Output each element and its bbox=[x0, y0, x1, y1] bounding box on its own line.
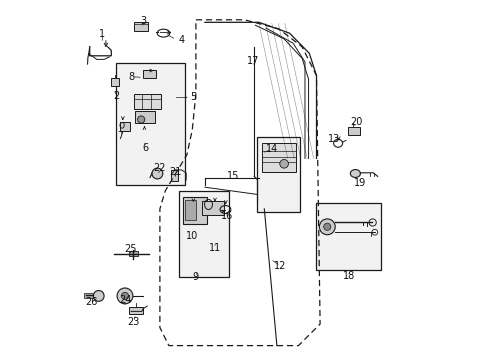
Circle shape bbox=[319, 219, 335, 235]
Bar bbox=[142, 70, 155, 78]
Bar bbox=[171, 170, 178, 181]
Bar bbox=[202, 201, 223, 215]
Text: 14: 14 bbox=[265, 144, 278, 154]
Text: 6: 6 bbox=[142, 143, 148, 153]
Text: 24: 24 bbox=[119, 295, 132, 305]
Bar bbox=[128, 251, 137, 256]
Circle shape bbox=[121, 292, 128, 300]
Bar bbox=[179, 191, 229, 277]
Circle shape bbox=[117, 288, 133, 304]
Text: 25: 25 bbox=[123, 244, 136, 255]
Bar bbox=[134, 94, 161, 109]
Text: 7: 7 bbox=[117, 131, 123, 141]
Text: 9: 9 bbox=[192, 272, 199, 282]
Text: 3: 3 bbox=[140, 15, 146, 26]
Circle shape bbox=[137, 116, 144, 123]
Bar bbox=[257, 137, 300, 212]
Text: 18: 18 bbox=[342, 271, 354, 282]
Circle shape bbox=[93, 291, 104, 301]
Bar bbox=[134, 111, 154, 123]
Circle shape bbox=[152, 168, 163, 179]
Bar bbox=[347, 127, 359, 135]
Text: 8: 8 bbox=[128, 72, 134, 82]
Bar bbox=[185, 200, 196, 220]
Text: 5: 5 bbox=[189, 92, 196, 102]
Bar bbox=[261, 143, 295, 172]
Ellipse shape bbox=[349, 170, 360, 177]
Text: 22: 22 bbox=[153, 163, 166, 174]
Text: 12: 12 bbox=[274, 261, 286, 271]
Text: 1: 1 bbox=[99, 29, 105, 39]
Bar bbox=[115, 63, 185, 185]
Text: 19: 19 bbox=[353, 178, 365, 188]
Bar bbox=[316, 203, 381, 270]
Circle shape bbox=[323, 223, 330, 230]
Bar bbox=[120, 122, 130, 131]
Text: 4: 4 bbox=[179, 35, 185, 45]
Text: 11: 11 bbox=[208, 243, 221, 253]
Bar bbox=[111, 78, 119, 86]
Bar bbox=[183, 197, 206, 224]
Text: 23: 23 bbox=[127, 317, 140, 327]
Text: 17: 17 bbox=[246, 56, 259, 66]
Text: 15: 15 bbox=[226, 171, 239, 181]
Text: 26: 26 bbox=[85, 297, 98, 307]
Text: 2: 2 bbox=[113, 91, 119, 102]
Text: 21: 21 bbox=[169, 167, 181, 177]
Text: 13: 13 bbox=[328, 134, 340, 144]
Bar bbox=[133, 22, 148, 31]
Text: 10: 10 bbox=[185, 231, 197, 241]
Text: 16: 16 bbox=[221, 211, 233, 221]
Circle shape bbox=[279, 159, 288, 168]
Text: 20: 20 bbox=[349, 117, 362, 127]
Bar bbox=[84, 293, 93, 298]
Bar bbox=[128, 307, 142, 314]
